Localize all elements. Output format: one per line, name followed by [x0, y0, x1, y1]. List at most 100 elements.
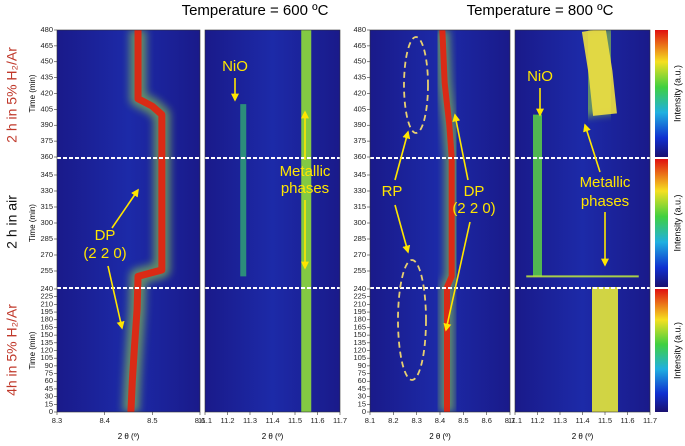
y-tick-label: 420 — [353, 88, 366, 97]
y-tick-label: 0 — [49, 407, 53, 416]
x-axis-label: 2 θ (º) — [118, 432, 140, 441]
x-tick-label: 11.6 — [620, 416, 634, 425]
ridge — [581, 30, 617, 116]
annotation: RP — [382, 183, 403, 200]
y-tick-label: 300 — [40, 218, 53, 227]
panel — [370, 30, 510, 412]
y-tick-label: 360 — [353, 152, 366, 161]
arrow — [107, 265, 125, 330]
y-tick-label: 405 — [40, 104, 53, 113]
y-tick-label: 480 — [40, 25, 53, 34]
y-tick-label: 15 — [358, 399, 366, 408]
panel — [57, 30, 200, 412]
annotation: (2 2 0) — [83, 245, 126, 262]
x-tick-label: 11.3 — [553, 416, 567, 425]
y-axis-label: Time (min) — [28, 74, 37, 112]
y-tick-label: 315 — [40, 202, 53, 211]
y-tick-label: 405 — [353, 104, 366, 113]
y-tick-label: 120 — [40, 345, 53, 354]
row-label: 2 h in air — [4, 195, 20, 249]
x-tick-label: 8.6 — [195, 416, 205, 425]
x-tick-label: 11.4 — [575, 416, 589, 425]
x-tick-label: 11.2 — [220, 416, 234, 425]
y-tick-label: 120 — [353, 345, 366, 354]
y-tick-label: 225 — [40, 292, 53, 301]
y-tick-label: 210 — [353, 299, 366, 308]
y-tick-label: 480 — [353, 25, 366, 34]
y-tick-label: 195 — [40, 307, 53, 316]
y-tick-label: 240 — [353, 284, 366, 293]
y-tick-label: 165 — [353, 322, 366, 331]
highlight — [403, 36, 429, 134]
y-tick-label: 165 — [40, 322, 53, 331]
annotation: (2 2 0) — [452, 200, 495, 217]
x-tick-label: 11.5 — [288, 416, 302, 425]
y-tick-label: 435 — [40, 73, 53, 82]
colorbar-label: Intensity (a.u.) — [672, 65, 682, 122]
x-tick-label: 11.7 — [333, 416, 347, 425]
y-tick-label: 270 — [40, 250, 53, 259]
y-tick-label: 180 — [353, 315, 366, 324]
panel-background — [205, 30, 340, 412]
y-tick-label: 255 — [40, 266, 53, 275]
y-tick-label: 60 — [358, 376, 366, 385]
x-tick-label: 11.5 — [598, 416, 612, 425]
x-tick-label: 8.3 — [52, 416, 62, 425]
y-tick-label: 0 — [362, 407, 366, 416]
arrow — [394, 130, 411, 181]
y-tick-label: 60 — [45, 376, 53, 385]
x-tick-label: 11.7 — [643, 416, 657, 425]
arrow — [583, 123, 601, 173]
y-tick-label: 345 — [40, 170, 53, 179]
y-tick-label: 375 — [353, 136, 366, 145]
y-tick-label: 420 — [40, 88, 53, 97]
x-tick-label: 8.5 — [147, 416, 157, 425]
panel — [515, 30, 650, 412]
panel — [205, 30, 340, 412]
y-tick-label: 135 — [353, 338, 366, 347]
annotation: phases — [581, 193, 629, 210]
ridge — [439, 30, 455, 412]
y-tick-label: 360 — [40, 152, 53, 161]
x-axis-label: 2 θ (º) — [572, 432, 594, 441]
arrow — [111, 188, 139, 229]
arrow — [394, 204, 411, 254]
x-axis-label: 2 θ (º) — [429, 432, 451, 441]
y-tick-label: 180 — [40, 315, 53, 324]
y-tick-label: 330 — [353, 186, 366, 195]
y-tick-label: 90 — [358, 361, 366, 370]
y-tick-label: 45 — [45, 384, 53, 393]
y-tick-label: 255 — [353, 266, 366, 275]
ridge — [127, 30, 166, 412]
y-tick-label: 195 — [353, 307, 366, 316]
x-tick-label: 11.2 — [530, 416, 544, 425]
x-tick-label: 8.5 — [458, 416, 468, 425]
x-tick-label: 11.6 — [310, 416, 324, 425]
x-tick-label: 8.7 — [505, 416, 515, 425]
y-tick-label: 330 — [40, 186, 53, 195]
y-tick-label: 30 — [358, 392, 366, 401]
x-tick-label: 8.1 — [365, 416, 375, 425]
x-tick-label: 8.2 — [388, 416, 398, 425]
panel-frame — [56, 29, 201, 413]
y-tick-label: 465 — [353, 41, 366, 50]
y-tick-label: 240 — [40, 284, 53, 293]
row-label: 4h in 5% H₂/Ar — [4, 304, 20, 396]
column-title: Temperature = 800 ºC — [467, 2, 614, 19]
y-tick-label: 270 — [353, 250, 366, 259]
y-tick-label: 45 — [358, 384, 366, 393]
colorbar — [655, 289, 668, 412]
y-tick-label: 150 — [353, 330, 366, 339]
highlight — [397, 259, 427, 381]
colorbar — [655, 159, 668, 287]
y-tick-label: 30 — [45, 392, 53, 401]
y-tick-label: 285 — [353, 234, 366, 243]
y-tick-label: 465 — [40, 41, 53, 50]
arrow — [452, 113, 469, 181]
x-tick-label: 8.4 — [435, 416, 445, 425]
y-axis-label: Time (min) — [28, 204, 37, 242]
x-tick-label: 11.1 — [198, 416, 212, 425]
x-axis-label: 2 θ (º) — [262, 432, 284, 441]
